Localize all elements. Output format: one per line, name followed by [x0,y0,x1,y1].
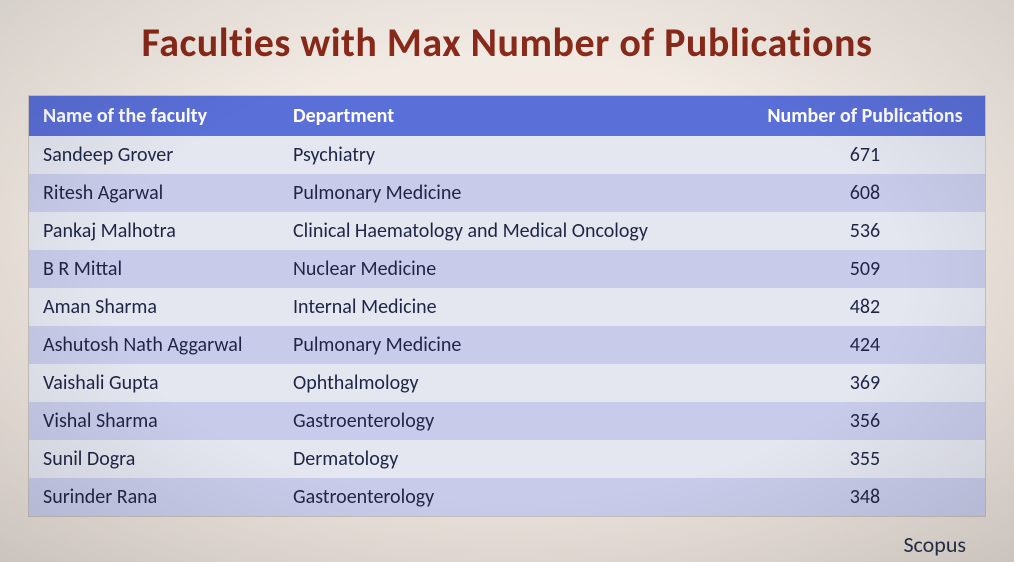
cell-dept: Clinical Haematology and Medical Oncolog… [279,212,745,250]
cell-count: 608 [745,174,985,212]
table-row: Aman SharmaInternal Medicine482 [29,288,985,326]
publications-table: Name of the faculty Department Number of… [29,96,985,516]
cell-name: Sunil Dogra [29,440,279,478]
table-body: Sandeep GroverPsychiatry671Ritesh Agarwa… [29,136,985,516]
cell-name: Pankaj Malhotra [29,212,279,250]
cell-name: B R Mittal [29,250,279,288]
cell-count: 348 [745,478,985,516]
cell-name: Vishal Sharma [29,402,279,440]
cell-name: Surinder Rana [29,478,279,516]
cell-count: 355 [745,440,985,478]
cell-dept: Nuclear Medicine [279,250,745,288]
cell-count: 369 [745,364,985,402]
cell-name: Ritesh Agarwal [29,174,279,212]
cell-dept: Dermatology [279,440,745,478]
table-header-row: Name of the faculty Department Number of… [29,96,985,136]
cell-count: 536 [745,212,985,250]
col-header-count: Number of Publications [745,96,985,136]
col-header-name: Name of the faculty [29,96,279,136]
table-row: Sunil DograDermatology355 [29,440,985,478]
table-row: Ritesh AgarwalPulmonary Medicine608 [29,174,985,212]
page-title: Faculties with Max Number of Publication… [0,0,1014,67]
cell-name: Ashutosh Nath Aggarwal [29,326,279,364]
table-row: Ashutosh Nath AggarwalPulmonary Medicine… [29,326,985,364]
table-row: Vishal SharmaGastroenterology356 [29,402,985,440]
cell-dept: Internal Medicine [279,288,745,326]
cell-name: Vaishali Gupta [29,364,279,402]
cell-count: 424 [745,326,985,364]
cell-dept: Ophthalmology [279,364,745,402]
cell-name: Sandeep Grover [29,136,279,174]
cell-dept: Pulmonary Medicine [279,174,745,212]
cell-name: Aman Sharma [29,288,279,326]
cell-dept: Pulmonary Medicine [279,326,745,364]
table-row: Surinder RanaGastroenterology348 [29,478,985,516]
table-row: Pankaj MalhotraClinical Haematology and … [29,212,985,250]
cell-count: 482 [745,288,985,326]
data-source-note: Scopus [0,517,1014,558]
cell-dept: Gastroenterology [279,478,745,516]
cell-count: 356 [745,402,985,440]
table-row: B R MittalNuclear Medicine509 [29,250,985,288]
publications-table-wrap: Name of the faculty Department Number of… [28,95,986,517]
cell-count: 509 [745,250,985,288]
cell-count: 671 [745,136,985,174]
table-row: Vaishali GuptaOphthalmology369 [29,364,985,402]
cell-dept: Gastroenterology [279,402,745,440]
table-row: Sandeep GroverPsychiatry671 [29,136,985,174]
col-header-dept: Department [279,96,745,136]
cell-dept: Psychiatry [279,136,745,174]
